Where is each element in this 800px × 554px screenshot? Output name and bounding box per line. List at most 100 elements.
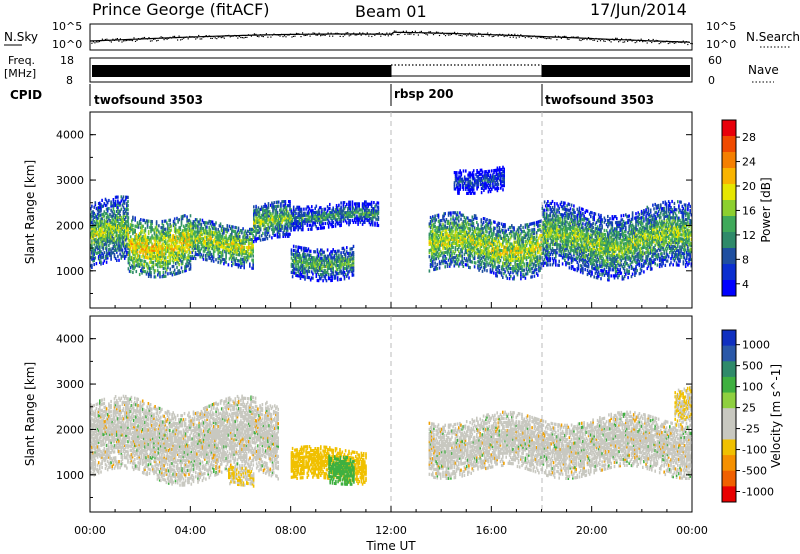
echo-cell bbox=[486, 261, 488, 265]
echo-cell bbox=[282, 208, 284, 212]
echo-cell bbox=[119, 228, 121, 232]
echo-cell bbox=[300, 258, 303, 262]
echo-cell bbox=[470, 260, 472, 264]
echo-cell bbox=[428, 251, 431, 255]
echo-cell bbox=[493, 259, 495, 263]
echo-cell bbox=[129, 266, 132, 270]
echo-cell bbox=[460, 213, 462, 217]
echo-cell bbox=[214, 239, 216, 243]
echo-cell bbox=[307, 211, 310, 215]
echo-cell bbox=[155, 226, 158, 230]
echo-cell bbox=[231, 233, 233, 237]
echo-cell bbox=[92, 257, 94, 261]
echo-cell bbox=[314, 266, 316, 270]
echo-cell bbox=[507, 254, 510, 258]
echo-cell bbox=[173, 229, 176, 233]
echo-cell bbox=[192, 228, 195, 232]
echo-cell bbox=[235, 242, 238, 246]
echo-cell bbox=[273, 221, 275, 225]
echo-cell bbox=[505, 256, 507, 260]
echo-cell bbox=[486, 224, 488, 228]
echo-cell bbox=[91, 220, 93, 225]
echo-cell bbox=[507, 238, 510, 242]
echo-cell bbox=[459, 237, 461, 242]
echo-cell bbox=[477, 231, 479, 235]
echo-cell bbox=[477, 253, 479, 258]
echo-cell bbox=[444, 259, 446, 263]
echo-cell bbox=[91, 241, 93, 245]
echo-cell bbox=[284, 226, 287, 230]
echo-cell bbox=[433, 216, 435, 221]
echo-cell bbox=[292, 205, 295, 209]
echo-cell bbox=[330, 223, 332, 227]
echo-cell bbox=[266, 232, 269, 237]
echo-cell bbox=[117, 234, 119, 238]
echo-cell bbox=[481, 226, 484, 230]
echo-cell bbox=[297, 270, 299, 274]
frequency-bar-right bbox=[542, 65, 690, 77]
echo-cell bbox=[215, 239, 217, 243]
echo-cell bbox=[349, 257, 351, 261]
echo-cell bbox=[145, 264, 148, 268]
echo-cell bbox=[225, 234, 227, 238]
echo-cell bbox=[216, 248, 218, 252]
echo-cell bbox=[241, 261, 243, 265]
echo-cell bbox=[521, 246, 523, 250]
echo-cell bbox=[314, 210, 316, 215]
echo-cell bbox=[159, 238, 161, 242]
echo-cell bbox=[110, 227, 112, 231]
echo-cell bbox=[116, 218, 118, 222]
echo-cell bbox=[232, 262, 234, 266]
echo-cell bbox=[161, 254, 164, 258]
echo-cell bbox=[279, 216, 281, 220]
echo-cell bbox=[438, 235, 441, 239]
echo-cell bbox=[507, 266, 510, 270]
echo-cell bbox=[173, 221, 176, 225]
echo-cell bbox=[276, 225, 279, 229]
echo-cell bbox=[169, 251, 171, 255]
echo-cell bbox=[339, 277, 341, 282]
echo-cell bbox=[250, 231, 252, 236]
echo-cell bbox=[241, 249, 243, 253]
echo-cell bbox=[461, 262, 463, 266]
echo-cell bbox=[300, 274, 303, 278]
frequency-bar-left bbox=[92, 65, 391, 77]
echo-cell bbox=[456, 256, 459, 260]
echo-cell bbox=[312, 217, 314, 221]
echo-cell bbox=[487, 224, 489, 228]
echo-cell bbox=[176, 247, 178, 251]
echo-cell bbox=[95, 251, 98, 255]
echo-cell bbox=[339, 217, 341, 221]
echo-cell bbox=[160, 246, 162, 250]
echo-cell bbox=[180, 237, 183, 241]
echo-cell bbox=[489, 256, 492, 260]
echo-cell bbox=[151, 242, 153, 246]
echo-cell bbox=[315, 216, 318, 221]
echo-cell bbox=[323, 215, 325, 220]
echo-cell bbox=[141, 230, 143, 234]
echo-cell bbox=[344, 213, 347, 217]
echo-cell bbox=[318, 220, 321, 224]
echo-cell bbox=[158, 224, 160, 228]
echo-cell bbox=[133, 250, 135, 254]
echo-cell bbox=[436, 244, 439, 248]
echo-cell bbox=[126, 224, 128, 228]
echo-cell bbox=[280, 204, 282, 208]
echo-cell bbox=[125, 197, 127, 201]
echo-cell bbox=[200, 222, 203, 226]
echo-cell bbox=[276, 214, 279, 219]
echo-cell bbox=[214, 231, 216, 235]
echo-cell bbox=[198, 251, 200, 255]
echo-cell bbox=[92, 228, 94, 232]
echo-cell bbox=[128, 249, 131, 253]
echo-cell bbox=[514, 261, 516, 265]
echo-cell bbox=[207, 238, 209, 242]
echo-cell bbox=[441, 239, 443, 243]
echo-cell bbox=[324, 268, 327, 273]
echo-cell bbox=[102, 214, 104, 218]
echo-cell bbox=[210, 255, 213, 259]
echo-cell bbox=[166, 241, 168, 245]
echo-cell bbox=[477, 237, 479, 241]
echo-cell bbox=[284, 204, 287, 208]
echo-cell bbox=[234, 248, 236, 252]
